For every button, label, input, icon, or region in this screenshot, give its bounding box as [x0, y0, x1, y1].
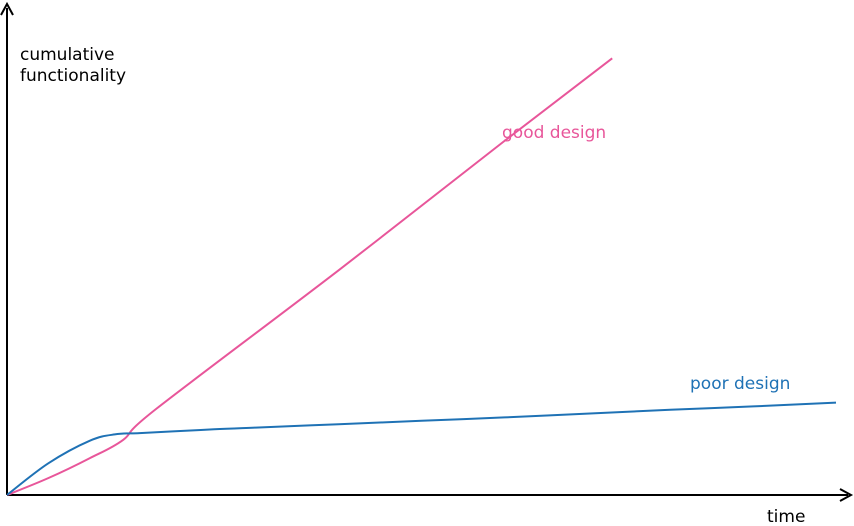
y-axis-label-line1: cumulative	[20, 45, 115, 65]
x-axis-arrowhead	[839, 488, 854, 502]
series-line-poor-design	[6, 401, 837, 496]
series-line-good-design	[6, 57, 613, 496]
series-label-poor-design: poor design	[690, 374, 790, 394]
y-axis-arrowhead	[0, 1, 14, 16]
y-axis-label-line2: functionality	[20, 66, 126, 86]
series-layer	[6, 57, 837, 496]
series-label-good-design: good design	[502, 123, 606, 143]
x-axis-label: time	[767, 507, 805, 526]
